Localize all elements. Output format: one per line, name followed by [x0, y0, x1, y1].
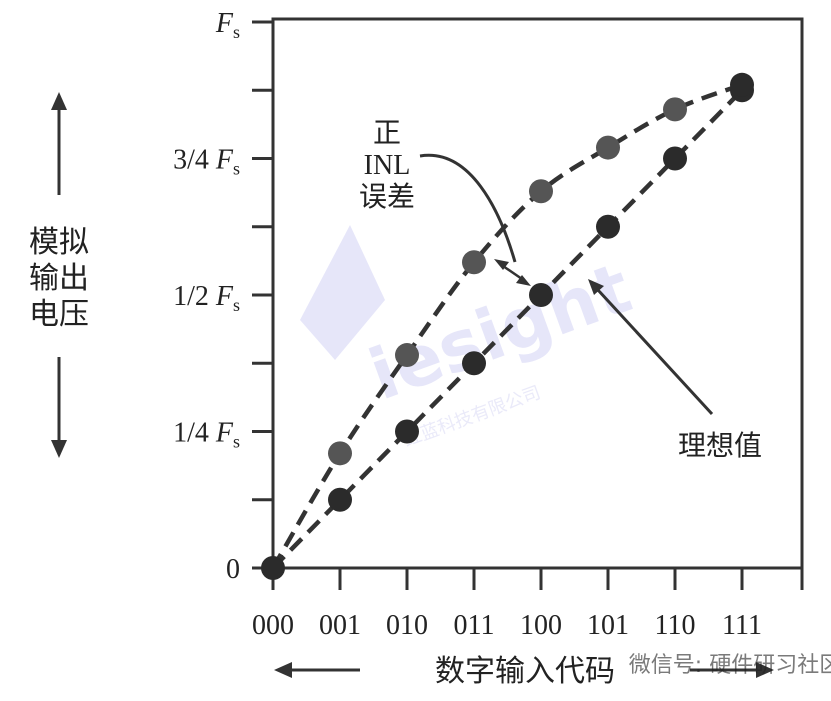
x-tick-label-000: 000	[252, 610, 294, 641]
inl-point-001	[328, 441, 352, 466]
y-tick-label-1: 1/4 Fs	[173, 418, 240, 452]
ideal-label: 理想值	[678, 429, 762, 462]
corner-watermark: 微信号: 硬件研习社区	[629, 653, 831, 678]
endpoint-111	[730, 72, 754, 97]
ideal-point-000	[261, 556, 285, 580]
y-axis-labels: 0 1/4 Fs 1/2 Fs 3/4 Fs Fs	[173, 8, 240, 585]
inl-point-010	[395, 343, 419, 368]
y-title-line-3: 电压	[29, 297, 89, 332]
inl-annotation: 正 INL 误差	[359, 116, 531, 286]
x-tick-label-110: 110	[655, 610, 696, 641]
ideal-point-110	[663, 146, 687, 171]
x-tick-label-100: 100	[520, 610, 562, 641]
x-tick-label-011: 011	[454, 610, 495, 641]
inl-label-line-2: INL	[364, 150, 411, 181]
inl-arrowhead-down-icon	[516, 275, 531, 286]
x-axis-ticks	[271, 568, 804, 590]
y-tick-label-2: 1/2 Fs	[173, 281, 240, 315]
y-tick-label-3: 3/4 Fs	[173, 145, 240, 179]
inl-leader-curve	[419, 153, 517, 263]
ideal-point-101	[596, 214, 620, 239]
ideal-point-100	[529, 283, 553, 307]
x-tick-label-001: 001	[319, 610, 361, 641]
y-title-line-2: 输出	[29, 261, 89, 296]
inl-label-line-1: 正	[373, 116, 401, 149]
ideal-pointer-line	[596, 288, 714, 416]
ideal-point-011	[462, 351, 486, 376]
y-axis-ticks	[252, 20, 273, 570]
ideal-arrowhead-icon	[588, 279, 604, 295]
x-tick-label-101: 101	[587, 610, 629, 641]
inl-point-100	[529, 179, 553, 204]
x-axis-labels: 000 001 010 011 100 101 110 111	[252, 610, 762, 641]
x-axis-title: 数字输入代码	[274, 654, 774, 689]
series-points	[261, 72, 754, 580]
y-tick-label-4: Fs	[215, 8, 240, 42]
y-axis-title: 模拟 输出 电压	[29, 92, 89, 458]
x-title: 数字输入代码	[435, 654, 615, 689]
inl-point-101	[596, 135, 620, 160]
inl-label-line-3: 误差	[359, 180, 415, 213]
inl-point-011	[462, 250, 486, 275]
watermark-logo-text: iesight	[359, 247, 641, 417]
x-tick-label-111: 111	[722, 610, 762, 641]
ideal-point-001	[328, 487, 352, 512]
x-arrowhead-right-icon	[756, 662, 774, 678]
inl-point-110	[663, 97, 687, 122]
inl-arrowhead-up-icon	[494, 259, 509, 270]
y-tick-label-0: 0	[226, 554, 240, 585]
watermark-logo-mark-icon	[300, 225, 385, 360]
ideal-point-010	[395, 419, 419, 444]
x-arrowhead-left-icon	[274, 662, 292, 678]
y-arrowhead-up-icon	[51, 92, 67, 110]
y-arrowhead-down-icon	[51, 440, 67, 458]
ideal-line	[271, 88, 744, 570]
y-title-line-1: 模拟	[29, 225, 89, 260]
x-tick-label-010: 010	[386, 610, 428, 641]
inl-error-arrow	[502, 264, 523, 281]
ideal-annotation: 理想值	[588, 279, 762, 462]
